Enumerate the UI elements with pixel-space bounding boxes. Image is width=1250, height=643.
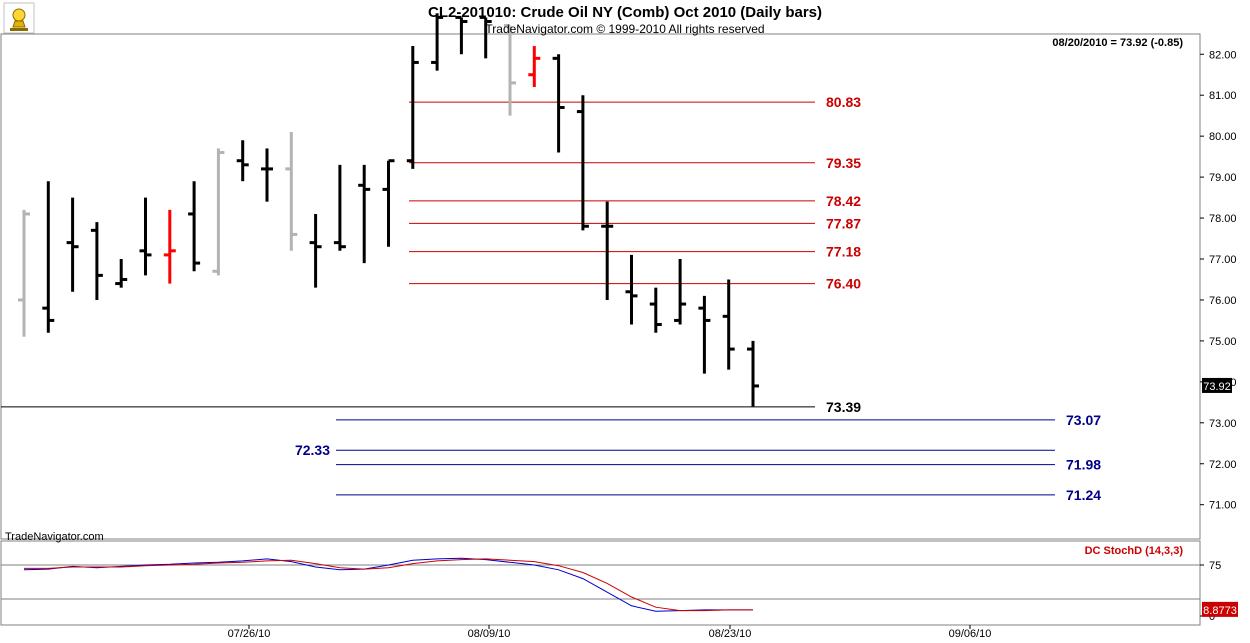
- pivot-line-label: 73.39: [826, 399, 861, 415]
- ohlc-bar: [188, 181, 201, 272]
- resistance-line-label: 80.83: [826, 94, 861, 110]
- y-tick-label: 73.00: [1209, 418, 1237, 430]
- stoch-reference-lines: [1, 564, 1200, 600]
- ohlc-bar: [406, 46, 419, 169]
- stoch-last-badge: [1202, 601, 1238, 617]
- ohlc-bar: [625, 254, 638, 325]
- y-tick-label: 79.00: [1209, 172, 1237, 184]
- ohlc-bar: [18, 209, 30, 337]
- resistance-line-label: 77.87: [826, 215, 861, 231]
- y-tick-label: 72.00: [1209, 459, 1237, 471]
- logo-icon[interactable]: [3, 2, 35, 34]
- ohlc-bar: [576, 95, 589, 231]
- x-tick-label: 09/06/10: [949, 628, 992, 640]
- price-axis: 71.0072.0073.0074.0075.0076.0077.0078.00…: [1200, 49, 1237, 512]
- ohlc-bar: [90, 222, 103, 300]
- main-panel-border: [0, 33, 1201, 540]
- ohlc-bar: [528, 46, 541, 88]
- ohlc-bar: [552, 54, 565, 153]
- y-tick-label: 75.00: [1209, 336, 1237, 348]
- resistance-line-label: 78.42: [826, 193, 861, 209]
- support-line-label: 72.33: [295, 442, 330, 458]
- stoch-title: DC StochD (14,3,3): [1085, 545, 1184, 557]
- ohlc-bar: [42, 181, 55, 333]
- stoch-fast-line: [23, 557, 753, 612]
- resistance-line-label: 76.40: [826, 276, 861, 292]
- ohlc-bar: [674, 259, 687, 325]
- last-price-label: 73.92: [1203, 381, 1231, 393]
- ohlc-bar: [504, 24, 516, 116]
- ohlc-bar: [309, 213, 322, 288]
- stoch-tick-label: 75: [1209, 560, 1221, 572]
- y-tick-label: 71.00: [1209, 500, 1237, 512]
- ohlc-bar: [358, 164, 371, 264]
- stoch-tick-label: 0: [1209, 611, 1215, 623]
- y-tick-label: 78.00: [1209, 213, 1237, 225]
- logo-bell: [12, 8, 26, 22]
- resistance-line-label: 77.18: [826, 244, 861, 260]
- support-line-label: 71.24: [1066, 487, 1101, 503]
- logo-base: [10, 28, 28, 31]
- ohlc-bar: [382, 159, 395, 247]
- support-line-label: 73.07: [1066, 412, 1101, 428]
- y-tick-label: 80.00: [1209, 131, 1237, 143]
- y-tick-label: 82.00: [1209, 49, 1237, 61]
- watermark-text: TradeNavigator.com: [5, 531, 104, 543]
- main-panel: 80.83 79.35 78.42 77.87 77.18 76.40 73.39 73.07…: [0, 13, 1201, 540]
- ohlc-bar: [115, 259, 128, 288]
- ohlc-bar: [479, 15, 492, 59]
- chart-title: CL2-201010: Crude Oil NY (Comb) Oct 2010…: [428, 4, 822, 21]
- last-price-badge: [1202, 377, 1232, 393]
- copyright-text: TradeNavigator.com © 1999-2010 All right…: [485, 22, 764, 36]
- y-tick-label: 81.00: [1209, 90, 1237, 102]
- stoch-axis: 75 08.8773: [1200, 560, 1238, 623]
- date-axis: 07/26/10 08/09/10 08/23/10 09/06/10: [1, 624, 1200, 640]
- ohlc-bar: [649, 287, 662, 333]
- ohlc-bar: [722, 279, 735, 370]
- stoch-panel: [0, 540, 1201, 626]
- x-tick-label: 08/09/10: [468, 628, 511, 640]
- stoch-slow-line: [24, 558, 753, 612]
- ohlc-bar: [236, 140, 249, 182]
- ohlc-bar: [261, 148, 273, 202]
- ohlc-bar: [333, 164, 346, 251]
- ohlc-bar: [163, 209, 176, 284]
- price-bars: [18, 13, 759, 407]
- stoch-lines: [23, 557, 753, 612]
- logo-handle: [12, 20, 26, 28]
- level-lines: 80.83 79.35 78.42 77.87 77.18 76.40 73.39 73.07…: [1, 94, 1101, 503]
- y-tick-label: 76.00: [1209, 295, 1237, 307]
- support-line-label: 71.98: [1066, 457, 1101, 473]
- stoch-panel-border: [0, 540, 1201, 626]
- ohlc-bar: [66, 197, 79, 292]
- ohlc-bar: [139, 197, 152, 276]
- ohlc-bar: [455, 15, 468, 55]
- ohlc-bar: [285, 132, 298, 251]
- ohlc-bar: [601, 201, 614, 300]
- resistance-line-label: 79.35: [826, 155, 861, 171]
- y-tick-label: 77.00: [1209, 254, 1237, 266]
- ohlc-bar: [431, 13, 444, 71]
- stoch-last-label: 8.8773: [1203, 605, 1237, 617]
- ohlc-bar: [747, 340, 759, 407]
- ohlc-bar: [698, 295, 711, 374]
- x-tick-label: 07/26/10: [228, 628, 271, 640]
- last-quote-readout: 08/20/2010 = 73.92 (-0.85): [1052, 37, 1183, 49]
- ohlc-bar: [212, 148, 225, 276]
- x-tick-label: 08/23/10: [709, 628, 752, 640]
